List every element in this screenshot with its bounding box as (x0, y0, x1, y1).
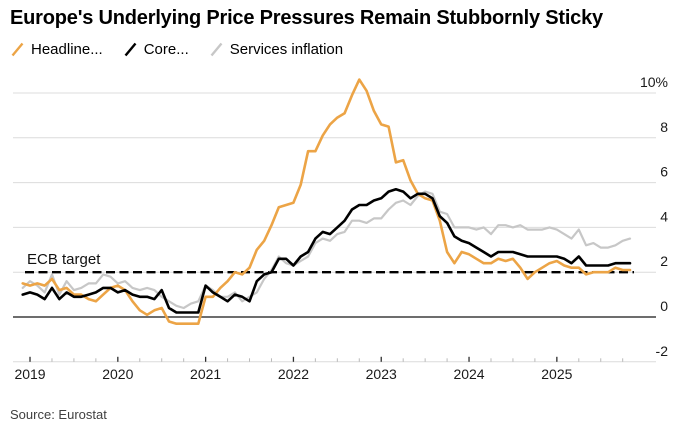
chart-title: Europe's Underlying Price Pressures Rema… (10, 7, 603, 29)
x-axis-label: 2019 (14, 366, 45, 382)
y-axis-label: 0 (660, 298, 668, 314)
core-line-icon (124, 42, 137, 57)
x-axis-label: 2020 (102, 366, 133, 382)
legend-label-headline: Headline... (31, 41, 103, 58)
headline-line-icon (11, 42, 24, 57)
source-credit: Source: Eurostat (10, 407, 107, 422)
x-axis-label: 2021 (190, 366, 221, 382)
services-series-line (21, 190, 632, 310)
legend-item-headline: Headline... (11, 41, 103, 58)
legend-item-core: Core... (124, 41, 189, 58)
y-axis-label: 2 (660, 253, 668, 269)
y-axis-label: -2 (656, 343, 669, 359)
y-axis-label: 4 (660, 208, 668, 224)
x-axis-label: 2023 (366, 366, 397, 382)
y-axis-label: 8 (660, 119, 668, 135)
ecb-target-annotation: ECB target (27, 251, 101, 268)
inflation-line-chart: 10% 8 6 4 2 0 -2 2019 2020 2021 2022 2023 2024 2025 (13, 74, 669, 382)
y-axis-label: 10% (640, 74, 668, 90)
legend-label-services: Services inflation (229, 41, 344, 58)
x-axis-label: 2024 (453, 366, 484, 382)
headline-series-line (21, 78, 632, 326)
legend-item-services: Services inflation (210, 41, 343, 58)
core-series-line (21, 188, 632, 314)
x-axis-label: 2025 (541, 366, 572, 382)
services-line-icon (210, 42, 223, 57)
y-axis-label: 6 (660, 164, 668, 180)
legend-label-core: Core... (143, 41, 189, 58)
x-axis-label: 2022 (278, 366, 309, 382)
chart-legend: Headline... Core... Services inflation (11, 41, 343, 58)
